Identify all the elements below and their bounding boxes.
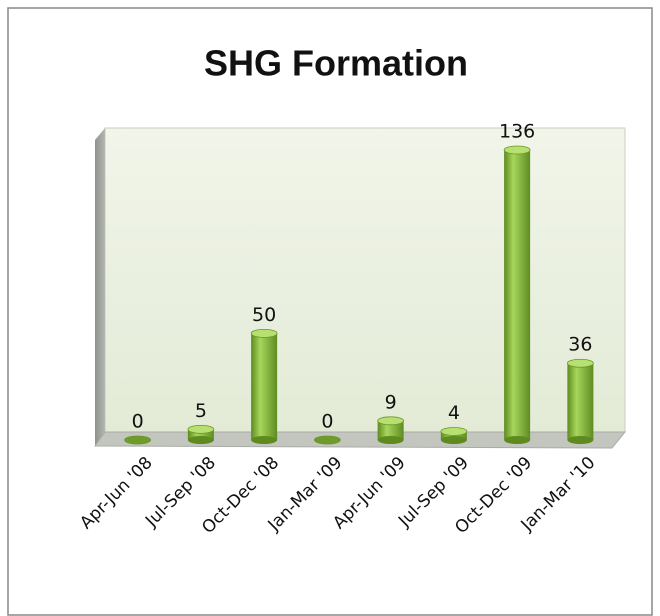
bar-top xyxy=(187,424,215,434)
bar xyxy=(566,358,594,444)
bar xyxy=(250,328,278,444)
bar-body xyxy=(377,420,404,440)
bar-top xyxy=(566,358,594,368)
bar xyxy=(124,435,152,445)
bar xyxy=(187,424,215,444)
data-label: 36 xyxy=(568,334,592,356)
bar-bottom xyxy=(567,436,594,444)
data-label: 0 xyxy=(132,411,144,433)
bar-body xyxy=(251,333,278,440)
bar-bottom xyxy=(377,436,404,444)
back-wall xyxy=(104,127,626,433)
bar xyxy=(377,416,405,444)
chart-title: SHG Formation xyxy=(204,43,468,84)
bar-top xyxy=(250,328,278,338)
bar-bottom xyxy=(504,436,531,444)
data-label: 5 xyxy=(195,400,207,422)
data-label: 0 xyxy=(321,411,333,433)
floor xyxy=(94,431,627,449)
bar-top xyxy=(377,416,405,426)
data-label: 136 xyxy=(499,121,535,143)
bar-bottom xyxy=(440,436,467,444)
bar-body xyxy=(504,150,531,440)
bar-body xyxy=(187,429,214,440)
bar-body xyxy=(567,363,594,440)
data-label: 4 xyxy=(448,402,460,424)
bar-top xyxy=(440,427,468,436)
bar-top xyxy=(313,435,341,445)
data-label: 50 xyxy=(252,304,276,326)
bar-top xyxy=(503,145,531,155)
bar xyxy=(440,427,468,444)
bar-top xyxy=(124,435,152,445)
bar xyxy=(503,145,531,444)
data-label: 9 xyxy=(385,391,397,413)
side-wall xyxy=(95,128,105,446)
bar-bottom xyxy=(251,436,278,444)
bar xyxy=(313,435,341,445)
bar-bottom xyxy=(187,436,214,444)
